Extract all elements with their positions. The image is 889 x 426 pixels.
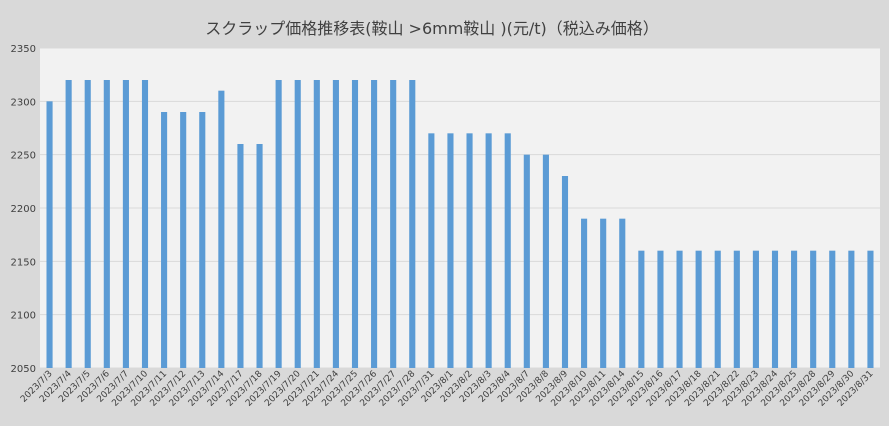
- y-tick-label: 2150: [11, 257, 36, 268]
- bar: [84, 80, 91, 368]
- bar: [294, 80, 301, 368]
- bar: [600, 218, 607, 368]
- bar: [542, 154, 549, 368]
- bar: [428, 133, 435, 368]
- bar: [275, 80, 282, 368]
- bar: [371, 80, 378, 368]
- bar: [46, 101, 53, 368]
- y-tick-label: 2050: [11, 364, 36, 375]
- bar: [390, 80, 397, 368]
- bar: [504, 133, 511, 368]
- y-tick-label: 2100: [11, 311, 36, 322]
- bar: [714, 250, 721, 368]
- bar: [180, 112, 187, 368]
- bar: [810, 250, 817, 368]
- bar: [122, 80, 129, 368]
- bar: [65, 80, 72, 368]
- bar: [695, 250, 702, 368]
- bar: [485, 133, 492, 368]
- bar: [199, 112, 206, 368]
- bar: [351, 80, 359, 368]
- bar: [523, 154, 530, 368]
- bar: [332, 80, 339, 368]
- y-tick-label: 2200: [11, 204, 36, 215]
- bar: [733, 250, 740, 368]
- bar: [657, 250, 664, 368]
- bar: [313, 80, 320, 368]
- bar: [256, 144, 263, 368]
- bar: [161, 112, 168, 368]
- bar: [676, 250, 683, 368]
- bar: [141, 80, 149, 368]
- bar: [409, 80, 416, 368]
- y-tick-label: 2350: [11, 44, 36, 55]
- bar: [561, 176, 569, 368]
- bar: [848, 250, 855, 368]
- bar: [638, 250, 645, 368]
- chart-title: スクラップ価格推移表(鞍山 >6mm鞍山 )(元/t)（税込み価格）: [205, 19, 659, 38]
- bar: [829, 250, 836, 368]
- bar: [867, 250, 874, 368]
- bar: [103, 80, 110, 368]
- bar: [771, 250, 779, 368]
- y-tick-label: 2250: [11, 151, 36, 162]
- bar: [581, 218, 588, 368]
- bar: [466, 133, 473, 368]
- y-tick-label: 2300: [11, 97, 36, 108]
- bar: [237, 144, 244, 368]
- bar: [447, 133, 454, 368]
- bar: [218, 90, 225, 369]
- bar: [791, 250, 798, 368]
- bar: [619, 218, 626, 368]
- bar: [752, 250, 759, 368]
